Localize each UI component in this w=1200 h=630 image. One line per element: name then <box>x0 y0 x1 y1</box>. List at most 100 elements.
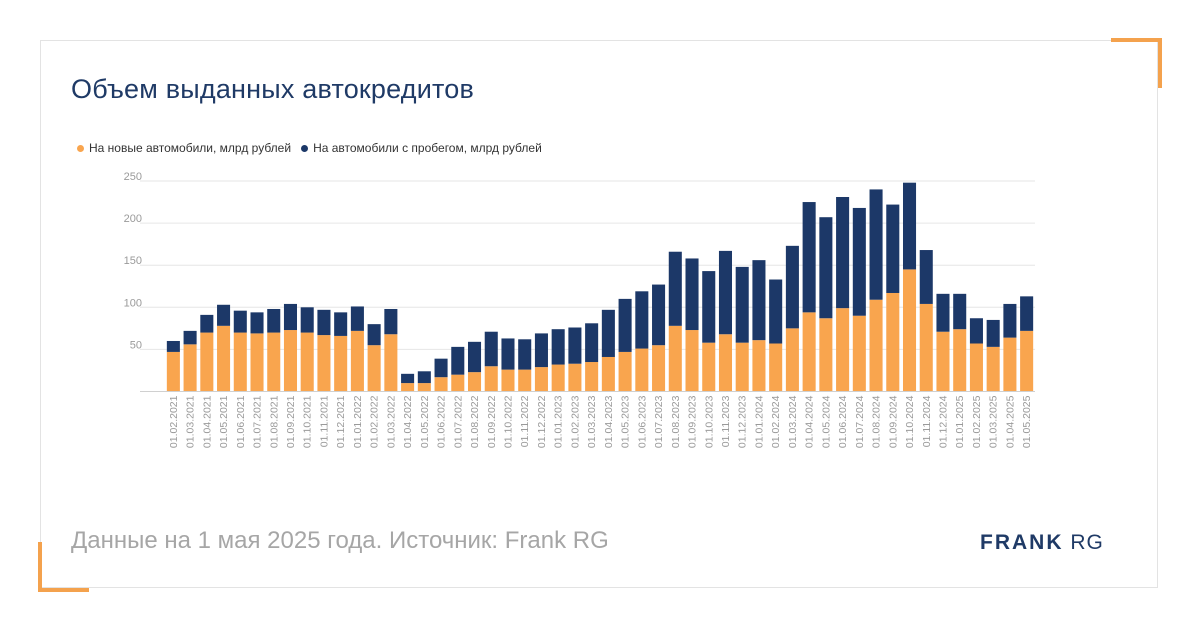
x-tick-label: 01.05.2022 <box>419 395 431 448</box>
bar-used-cars <box>384 308 398 335</box>
bar-new-cars <box>200 332 214 392</box>
bar-used-cars <box>183 330 197 345</box>
bar-new-cars <box>601 356 615 392</box>
bar-used-cars <box>518 339 532 370</box>
x-tick-label: 01.06.2023 <box>636 395 648 448</box>
x-tick-label: 01.03.2023 <box>586 395 598 448</box>
x-tick-label: 01.04.2024 <box>804 395 816 448</box>
bar-new-cars <box>819 318 833 392</box>
legend-item-used: На автомобили с пробегом, млрд рублей <box>301 141 542 155</box>
x-tick-label: 01.11.2023 <box>720 395 732 447</box>
x-tick-label: 01.05.2023 <box>620 395 632 448</box>
bar-new-cars <box>585 362 599 392</box>
x-tick-label: 01.12.2024 <box>937 395 949 448</box>
x-tick-label: 01.02.2023 <box>569 395 581 448</box>
y-tick-label: 200 <box>124 213 142 225</box>
x-tick-label: 01.04.2022 <box>402 395 414 448</box>
bar-used-cars <box>635 291 649 349</box>
bar-used-cars <box>618 298 632 352</box>
bar-used-cars <box>467 341 482 373</box>
chart-title: Объем выданных автокредитов <box>71 74 475 104</box>
bar-new-cars <box>886 292 900 392</box>
x-tick-label: 01.07.2022 <box>452 395 464 448</box>
bar-new-cars <box>685 330 699 392</box>
x-tick-label: 01.06.2024 <box>837 395 849 448</box>
x-tick-label: 01.01.2022 <box>352 395 364 448</box>
bar-new-cars <box>969 343 983 392</box>
x-tick-label: 01.08.2022 <box>469 395 481 448</box>
bar-new-cars <box>953 329 967 392</box>
bar-new-cars <box>618 351 632 392</box>
bar-new-cars <box>183 344 197 392</box>
bar-new-cars <box>451 374 465 392</box>
x-tick-label: 01.11.2022 <box>519 395 531 447</box>
corner-accent-top-horizontal <box>1111 38 1162 42</box>
frank-rg-logo: FRANK RG <box>980 531 1104 555</box>
source-note: Данные на 1 мая 2025 года. Источник: Fra… <box>71 527 609 554</box>
bar-used-cars <box>902 182 917 270</box>
bar-used-cars <box>886 204 900 293</box>
bar-used-cars <box>501 338 515 370</box>
bar-new-cars <box>417 383 431 392</box>
bar-new-cars <box>250 333 264 392</box>
bar-used-cars <box>534 333 548 368</box>
x-tick-label: 01.07.2024 <box>854 395 866 448</box>
x-tick-label: 01.03.2024 <box>787 395 799 448</box>
bar-used-cars <box>936 293 950 332</box>
bar-new-cars <box>902 269 917 392</box>
bar-used-cars <box>869 189 883 300</box>
x-tick-label: 01.02.2021 <box>168 395 180 448</box>
x-tick-label: 01.10.2021 <box>302 395 314 448</box>
x-tick-label: 01.12.2021 <box>335 395 347 448</box>
bar-new-cars <box>217 325 231 392</box>
bar-new-cars <box>300 332 314 392</box>
bar-used-cars <box>836 196 850 309</box>
bar-used-cars <box>819 217 833 319</box>
bar-used-cars <box>802 202 816 313</box>
bar-new-cars <box>384 334 398 392</box>
bar-used-cars <box>785 245 799 329</box>
x-tick-label: 01.10.2024 <box>904 395 916 448</box>
bar-used-cars <box>735 266 749 343</box>
x-tick-label: 01.02.2025 <box>971 395 983 448</box>
x-tick-label: 01.10.2023 <box>703 395 715 448</box>
bar-used-cars <box>401 373 415 384</box>
x-tick-label: 01.09.2021 <box>285 395 297 448</box>
bar-new-cars <box>802 312 816 392</box>
x-tick-label: 01.02.2024 <box>770 395 782 448</box>
bar-used-cars <box>585 323 599 363</box>
legend-dot-used <box>301 144 309 152</box>
x-tick-label: 01.09.2022 <box>486 395 498 448</box>
x-tick-label: 01.11.2024 <box>921 395 933 447</box>
x-tick-label: 01.08.2023 <box>670 395 682 448</box>
bar-used-cars <box>417 371 431 384</box>
bar-used-cars <box>601 309 615 357</box>
bar-new-cars <box>551 364 565 392</box>
bar-used-cars <box>451 346 465 375</box>
bar-new-cars <box>652 345 666 392</box>
x-tick-label: 01.04.2023 <box>603 395 615 448</box>
bar-new-cars <box>568 363 582 392</box>
bar-used-cars <box>652 284 666 346</box>
bar-used-cars <box>350 306 364 331</box>
bar-new-cars <box>718 334 733 392</box>
x-tick-label: 01.05.2021 <box>218 395 230 448</box>
bar-used-cars <box>752 260 766 341</box>
bar-new-cars <box>869 299 883 392</box>
bar-used-cars <box>267 308 281 333</box>
x-tick-label: 01.07.2021 <box>252 395 264 448</box>
bar-new-cars <box>752 340 766 392</box>
bar-used-cars <box>1003 303 1017 338</box>
bar-new-cars <box>735 342 749 392</box>
x-tick-label: 01.03.2022 <box>385 395 397 448</box>
bar-used-cars <box>718 250 733 335</box>
bar-used-cars <box>919 250 933 304</box>
y-tick-label: 250 <box>124 171 142 183</box>
logo-bold: FRANK <box>980 531 1064 554</box>
x-tick-label: 01.05.2024 <box>820 395 832 448</box>
x-tick-label: 01.04.2021 <box>201 395 213 448</box>
bar-used-cars <box>317 309 331 336</box>
bar-used-cars <box>685 258 699 331</box>
bar-used-cars <box>969 318 983 344</box>
